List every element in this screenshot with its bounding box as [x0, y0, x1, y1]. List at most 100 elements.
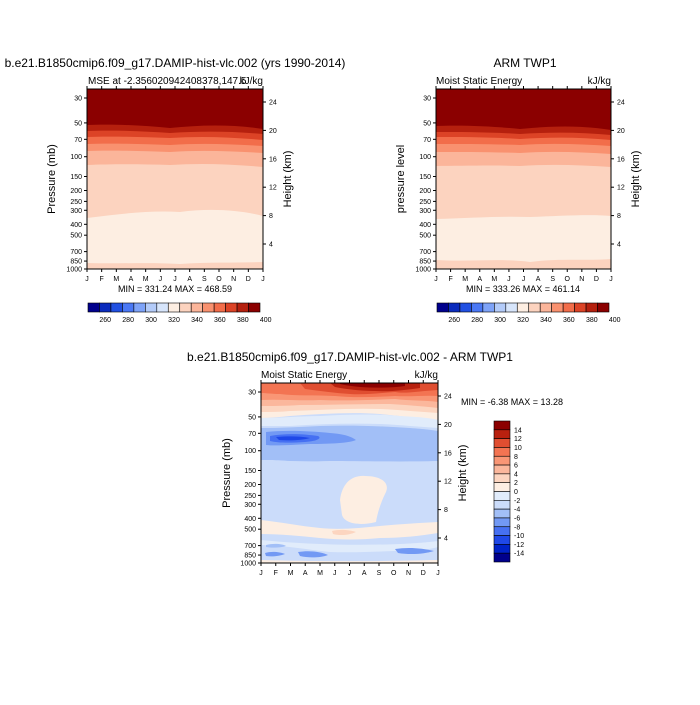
colorbar-label: 300 [494, 317, 506, 324]
month-label: M [491, 276, 497, 283]
pressure-tick-label: 1000 [240, 561, 256, 568]
colorbar-swatch [493, 517, 511, 528]
colorbar-swatch [190, 302, 203, 313]
colorbar-label: 360 [563, 317, 575, 324]
colorbar-swatch [448, 302, 461, 313]
pressure-tick-label: 300 [244, 502, 256, 509]
colorbar-swatch [551, 302, 564, 313]
month-label: A [536, 276, 541, 283]
colorbar-swatch [202, 302, 215, 313]
colorbar-swatch [574, 302, 587, 313]
panel-obs: ARM TWP1 Moist Static Energy kJ/kg 30 50 7… [395, 56, 642, 324]
colorbar-swatch [99, 302, 112, 313]
pressure-tick-label: 30 [423, 96, 431, 103]
month-label: J [507, 276, 511, 283]
month-label: M [288, 570, 294, 577]
colorbar-swatch [179, 302, 192, 313]
colorbar-label: 280 [122, 317, 134, 324]
month-label: M [143, 276, 149, 283]
panel-obs-units: kJ/kg [588, 76, 611, 87]
colorbar-swatch [493, 420, 511, 431]
panel-diff-ylabel-right: Height (km) [457, 445, 469, 502]
colorbar-swatch [459, 302, 472, 313]
month-label: J [434, 276, 438, 283]
colorbar-label: 6 [514, 463, 518, 470]
panel-diff: b.e21.B1850cmip6.f09_g17.DAMIP-hist-vlc.… [187, 350, 563, 577]
panel-diff-field [261, 383, 438, 563]
month-label: O [391, 570, 397, 577]
month-label: N [579, 276, 584, 283]
month-label: J [261, 276, 265, 283]
colorbar-label: 4 [514, 471, 518, 478]
panel-model: b.e21.B1850cmip6.f09_g17.DAMIP-hist-vlc.… [5, 56, 346, 324]
pressure-tick-label: 200 [244, 482, 256, 489]
colorbar-label: 2 [514, 480, 518, 487]
colorbar-label: 340 [191, 317, 203, 324]
height-tick-label: 16 [617, 156, 625, 163]
pressure-tick-label: 700 [419, 249, 431, 256]
month-label: O [565, 276, 571, 283]
height-tick-label: 12 [444, 479, 452, 486]
month-label: J [173, 276, 177, 283]
colorbar-label: -14 [514, 551, 524, 558]
pressure-tick-label: 400 [419, 222, 431, 229]
height-tick-label: 4 [269, 242, 273, 249]
month-label: M [462, 276, 468, 283]
pressure-tick-label: 250 [70, 199, 82, 206]
colorbar-label: -8 [514, 524, 520, 531]
colorbar-label: 320 [168, 317, 180, 324]
height-tick-label: 8 [617, 213, 621, 220]
month-label: J [609, 276, 613, 283]
month-label: J [522, 276, 526, 283]
pressure-tick-label: 500 [244, 527, 256, 534]
height-tick-label: 16 [269, 156, 277, 163]
height-tick-label: 8 [444, 507, 448, 514]
month-label: J [348, 570, 352, 577]
panel-model-units: kJ/kg [240, 76, 263, 87]
panel-obs-minmax: MIN = 333.26 MAX = 461.14 [466, 284, 580, 294]
month-label: A [187, 276, 192, 283]
colorbar-swatch [110, 302, 123, 313]
pressure-tick-label: 850 [419, 259, 431, 266]
height-tick-label: 4 [444, 536, 448, 543]
colorbar-label: 260 [99, 317, 111, 324]
pressure-tick-label: 50 [74, 120, 82, 127]
pressure-tick-label: 200 [419, 188, 431, 195]
colorbar-label: 380 [237, 317, 249, 324]
pressure-tick-label: 100 [244, 448, 256, 455]
panel-model-minmax: MIN = 331.24 MAX = 468.59 [118, 284, 232, 294]
height-tick-label: 8 [269, 213, 273, 220]
panel-diff-colorbar: 14 12 10 8 64 2 0 -2 -4-6 -8 -10 -12 -14 [493, 420, 524, 563]
pressure-tick-label: 700 [244, 543, 256, 550]
pressure-tick-label: 30 [74, 96, 82, 103]
height-tick-label: 20 [617, 128, 625, 135]
month-label: M [317, 570, 323, 577]
panel-obs-title: ARM TWP1 [493, 56, 556, 70]
month-label: D [246, 276, 251, 283]
pressure-tick-label: 70 [248, 431, 256, 438]
colorbar-swatch [493, 464, 511, 475]
pressure-tick-label: 150 [419, 174, 431, 181]
panel-model-subtitle-left: MSE at -2.356020942408378,147.5 [88, 76, 247, 87]
colorbar-label: 400 [260, 317, 272, 324]
month-label: J [436, 570, 440, 577]
month-label: S [377, 570, 382, 577]
pressure-tick-label: 500 [70, 233, 82, 240]
height-tick-label: 20 [269, 128, 277, 135]
panel-obs-field [436, 89, 611, 269]
colorbar-swatch [145, 302, 158, 313]
pressure-tick-label: 400 [244, 516, 256, 523]
month-label: A [303, 570, 308, 577]
month-label: A [129, 276, 134, 283]
colorbar-label: 10 [514, 445, 522, 452]
colorbar-label: 14 [514, 427, 522, 434]
colorbar-swatch [493, 447, 511, 457]
panel-model-field [87, 89, 263, 269]
month-label: M [113, 276, 119, 283]
month-label: D [594, 276, 599, 283]
pressure-tick-label: 500 [419, 233, 431, 240]
colorbar-swatch [493, 482, 511, 492]
panel-model-colorbar: 260 280 300 320 340 360 380 400 [87, 302, 272, 324]
